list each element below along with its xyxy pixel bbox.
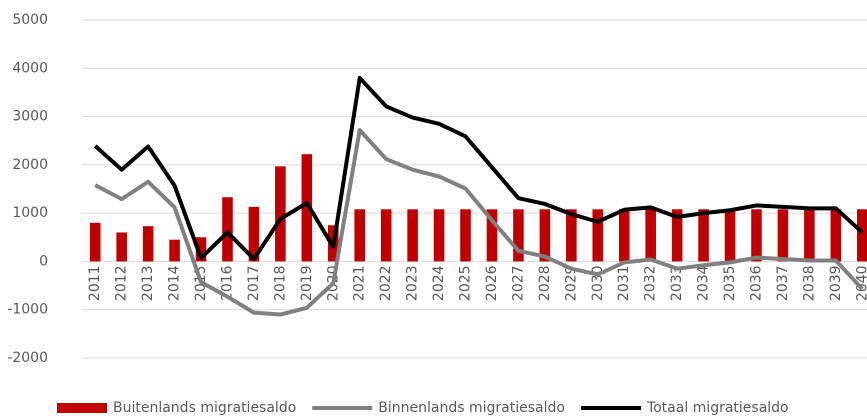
x-tick-label: 2027 [510,265,526,301]
y-tick-label: 4000 [12,60,48,76]
x-tick-label: 2026 [484,265,500,301]
bar [195,237,207,262]
x-tick-label: 2012 [114,265,130,301]
bar [275,166,286,262]
x-tick-label: 2035 [722,265,738,301]
bar [804,209,815,262]
x-tick-label: 2037 [775,265,791,301]
x-tick-label: 2023 [405,265,421,301]
bar [645,209,656,262]
bar [301,154,313,262]
bar [354,209,366,262]
y-tick-label: 3000 [12,109,48,125]
x-tick-label: 2032 [643,265,659,301]
bar [777,209,789,262]
x-tick-label: 2028 [537,265,553,301]
legend-label: Binnenlands migratiesaldo [378,400,565,416]
x-tick-label: 2018 [272,265,288,301]
line-series [93,75,864,262]
bar [116,232,127,262]
y-tick-label: 5000 [12,12,48,28]
x-tick-label: 2029 [563,265,579,301]
bar [751,209,762,262]
y-tick-label: -1000 [7,302,48,318]
x-tick-label: 2040 [854,265,867,301]
bar [486,209,498,262]
x-tick-label: 2033 [669,265,685,301]
y-tick-label: -2000 [7,350,48,366]
y-tick-label: 1000 [12,205,48,221]
bar [539,209,551,262]
x-tick-label: 2025 [458,265,474,301]
bar [856,209,867,262]
x-tick-label: 2034 [696,265,712,301]
bar [142,226,154,262]
x-tick-label: 2039 [828,265,844,301]
bar [89,222,101,262]
x-tick-label: 2013 [140,265,156,301]
x-tick-label: 2038 [801,265,817,301]
y-tick-label: 2000 [12,157,48,173]
bar [830,209,842,262]
bar [433,209,445,262]
bar [566,209,577,262]
bar [592,209,604,262]
y-tick-label: 0 [39,253,48,269]
bar [407,209,418,262]
bar [248,206,260,262]
x-tick-label: 2016 [219,265,235,301]
bar [380,209,392,262]
legend-swatch [57,403,107,413]
line-series [94,128,864,317]
x-tick-label: 2019 [299,265,315,301]
x-tick-label: 2031 [616,265,632,301]
x-tick-label: 2014 [167,265,183,301]
x-tick-label: 2021 [352,265,368,301]
legend-label: Buitenlands migratiesaldo [113,400,296,416]
bar [222,197,233,262]
bar [460,209,471,262]
bar [169,239,180,262]
bar [618,209,630,262]
x-tick-label: 2017 [246,265,262,301]
bar [513,209,524,262]
bar [671,209,683,262]
x-tick-label: 2036 [748,265,764,301]
x-tick-label: 2022 [378,265,394,301]
legend-label: Totaal migratiesaldo [646,400,789,416]
bar [698,209,709,262]
x-tick-label: 2024 [431,265,447,301]
x-tick-label: 2011 [87,265,103,301]
bar [724,209,736,262]
